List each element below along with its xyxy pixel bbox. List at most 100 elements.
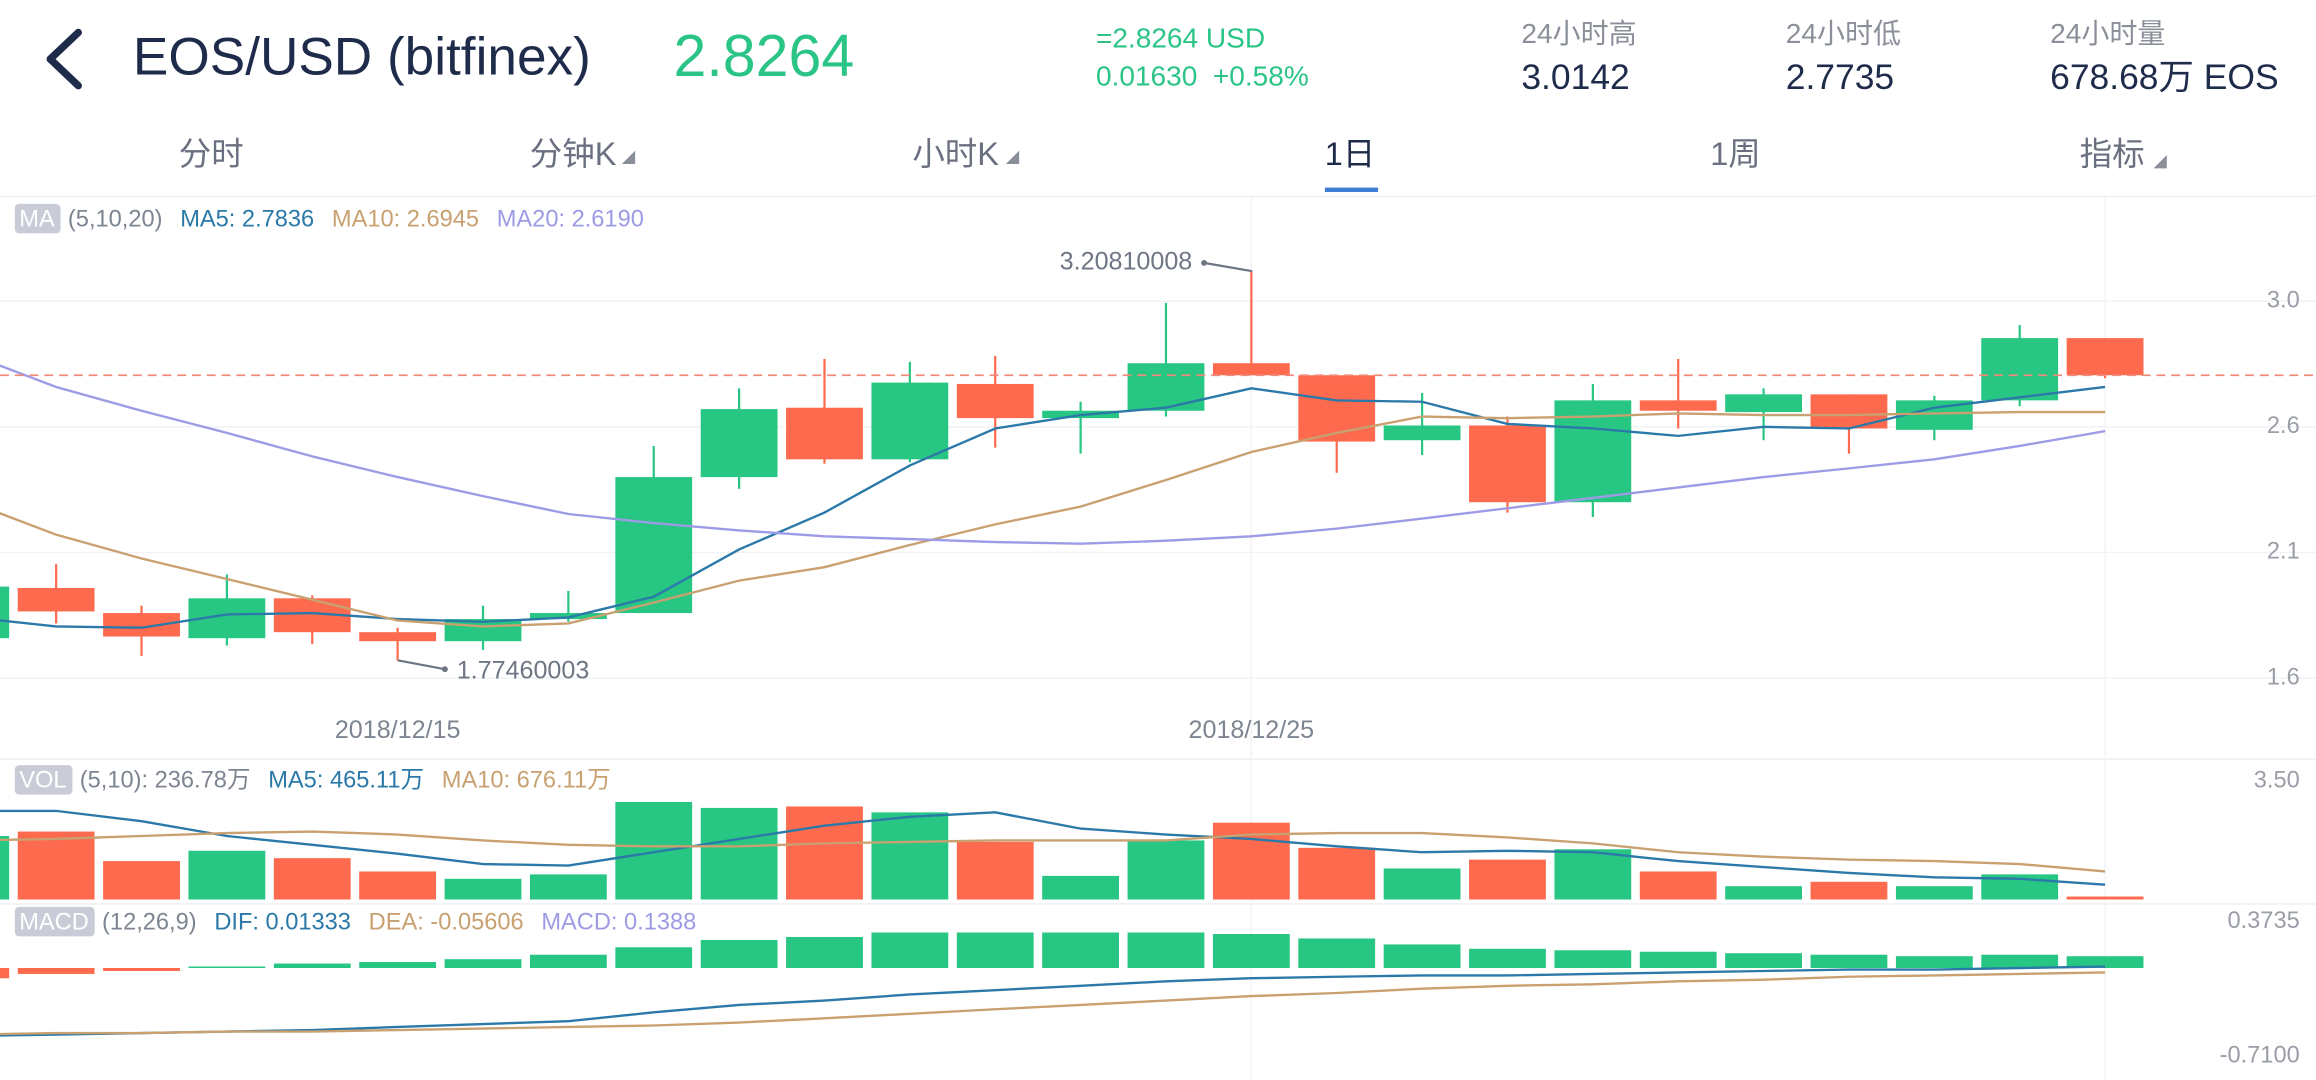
bar bbox=[444, 878, 522, 900]
legend-entry: MA5: 2.7836 bbox=[180, 206, 314, 232]
bar bbox=[1554, 849, 1632, 900]
candle-body bbox=[17, 587, 95, 612]
ma-line bbox=[0, 809, 2106, 886]
x-tick-label: 2018/12/15 bbox=[335, 716, 461, 744]
candle-body bbox=[359, 632, 437, 642]
annotation-dot bbox=[1201, 259, 1208, 266]
ma-line bbox=[0, 410, 2106, 628]
legend-entry: DIF: 0.01333 bbox=[214, 909, 351, 935]
candle-body bbox=[615, 477, 693, 614]
candle-body bbox=[1639, 400, 1717, 411]
candle-body bbox=[0, 586, 10, 639]
high-annotation: 3.20810008 bbox=[1060, 248, 1193, 276]
usd-price: =2.8264 USD bbox=[1096, 22, 1265, 53]
bar bbox=[1127, 932, 1205, 968]
bar bbox=[359, 871, 437, 900]
candle-body bbox=[1469, 425, 1546, 503]
candle-body bbox=[103, 613, 180, 637]
bar bbox=[700, 939, 778, 968]
stat-value: 678.68万 EOS bbox=[2050, 57, 2279, 97]
indicator-params: (5,10,20) bbox=[68, 206, 163, 232]
bar bbox=[1469, 859, 1546, 900]
bar bbox=[188, 850, 266, 900]
bar bbox=[956, 841, 1034, 900]
candle-body bbox=[1383, 425, 1461, 441]
candle-body bbox=[1810, 394, 1888, 429]
bar bbox=[188, 966, 266, 968]
back-button[interactable] bbox=[46, 28, 82, 90]
candle-body bbox=[529, 613, 607, 620]
bar bbox=[1639, 871, 1717, 900]
candle-body bbox=[1212, 363, 1290, 376]
bar bbox=[1981, 954, 2059, 968]
dropdown-icon bbox=[621, 150, 636, 164]
tab[interactable]: 分时 bbox=[179, 136, 244, 172]
legend-entry: MA10: 2.6945 bbox=[332, 206, 479, 232]
legend-entry: MACD: 0.1388 bbox=[541, 909, 696, 935]
bar bbox=[615, 947, 693, 968]
candle-body bbox=[1127, 363, 1205, 411]
bar bbox=[786, 936, 863, 968]
bar bbox=[103, 967, 180, 971]
y-tick-label: 3.50 bbox=[2254, 768, 2300, 794]
candle-body bbox=[956, 383, 1034, 419]
indicator-params: (12,26,9) bbox=[102, 909, 197, 935]
bar bbox=[529, 954, 607, 968]
indicator-badge bbox=[14, 203, 61, 234]
bar bbox=[615, 802, 693, 900]
stat-value: 2.7735 bbox=[1786, 57, 1894, 97]
tab[interactable]: 指标 bbox=[2080, 136, 2145, 172]
candle-body bbox=[700, 409, 778, 478]
legend-entry: MA20: 2.6190 bbox=[497, 206, 644, 232]
ma-line bbox=[0, 830, 2106, 873]
x-tick-label: 2018/12/25 bbox=[1189, 716, 1315, 744]
y-tick-label: 1.6 bbox=[2267, 664, 2300, 690]
bar bbox=[273, 858, 351, 900]
bar bbox=[1298, 847, 1376, 900]
annotation-dot bbox=[441, 666, 448, 673]
bar bbox=[1469, 948, 1546, 968]
bar bbox=[1810, 881, 1888, 900]
bar bbox=[871, 812, 949, 900]
candle-body bbox=[871, 382, 949, 460]
price-change: 0.01630 +0.58% bbox=[1096, 61, 1309, 92]
tab[interactable]: 分钟K bbox=[530, 136, 617, 172]
bar bbox=[1042, 932, 1120, 968]
bar bbox=[0, 967, 10, 979]
candle-body bbox=[1725, 394, 1802, 413]
dropdown-icon bbox=[1005, 150, 1020, 164]
tab[interactable]: 小时K bbox=[912, 136, 999, 172]
bar bbox=[1554, 950, 1632, 968]
y-tick-label: 3.0 bbox=[2267, 287, 2300, 313]
bar bbox=[17, 831, 95, 900]
indicator-badge bbox=[14, 765, 73, 795]
last-price: 2.8264 bbox=[674, 23, 855, 89]
bar bbox=[1725, 953, 1802, 968]
bar bbox=[1810, 954, 1888, 968]
stat-label: 24小时量 bbox=[2050, 18, 2165, 49]
tab-active[interactable]: 1日 bbox=[1325, 136, 1376, 172]
bar bbox=[786, 806, 863, 900]
legend-entry: MA5: 465.11万 bbox=[268, 768, 424, 794]
annotation-pointer bbox=[397, 659, 446, 671]
plot-area: 1.6 2.1 2.6 3.0 2018/12/15 2018/12/25 3.208100… bbox=[0, 196, 2316, 1080]
legend-entry: DEA: -0.05606 bbox=[369, 909, 524, 935]
y-tick-label: 2.6 bbox=[2267, 413, 2300, 439]
stat-label: 24小时高 bbox=[1521, 18, 1636, 49]
bar bbox=[956, 932, 1034, 968]
bar bbox=[1383, 868, 1461, 900]
bar bbox=[0, 836, 10, 900]
stat-value: 3.0142 bbox=[1521, 57, 1629, 97]
ma-line bbox=[0, 364, 2106, 545]
ma-line bbox=[0, 385, 2106, 629]
bar bbox=[273, 963, 351, 968]
bar bbox=[444, 959, 522, 968]
bar bbox=[1895, 956, 1973, 968]
tab[interactable]: 1周 bbox=[1710, 136, 1761, 172]
legend-entry: MA10: 676.11万 bbox=[442, 768, 611, 794]
pair-title: EOS/USD (bitfinex) bbox=[133, 28, 591, 87]
bar bbox=[1383, 944, 1461, 968]
bar bbox=[1895, 886, 1973, 900]
bar bbox=[1725, 886, 1802, 900]
